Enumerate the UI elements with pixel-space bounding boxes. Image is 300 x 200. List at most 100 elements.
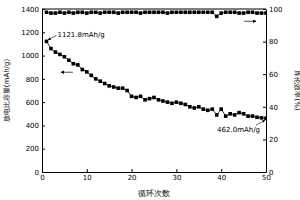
marker <box>63 11 67 15</box>
y-axis-title: 放电比容量(mAh/g) <box>3 59 11 123</box>
tick-label: 60 <box>269 71 278 79</box>
marker <box>85 70 89 74</box>
tick: 0 <box>263 169 273 177</box>
marker <box>98 79 102 83</box>
marker <box>228 112 232 116</box>
tick: 40 <box>217 169 226 182</box>
marker <box>72 62 76 66</box>
marker <box>148 97 152 101</box>
annotation-arrow <box>48 35 57 40</box>
series-area <box>45 10 266 120</box>
tick: 20 <box>128 169 137 182</box>
marker <box>81 68 85 72</box>
marker <box>206 10 210 14</box>
marker <box>54 50 58 54</box>
marker <box>157 98 161 102</box>
marker <box>45 40 49 44</box>
tick-mark <box>42 79 45 80</box>
marker <box>210 107 214 111</box>
tick-label: 400 <box>26 122 39 130</box>
marker <box>166 100 170 104</box>
marker <box>197 10 201 14</box>
marker <box>45 10 49 14</box>
marker <box>260 116 264 120</box>
annotation: 462.0mAh/g <box>217 126 260 134</box>
marker <box>125 89 129 93</box>
tick: 1000 <box>21 52 45 60</box>
marker <box>72 11 76 15</box>
tick: 0 <box>35 169 45 177</box>
marker <box>219 11 223 15</box>
marker <box>49 11 53 15</box>
marker <box>112 85 116 89</box>
marker <box>246 10 250 14</box>
marker <box>242 112 246 116</box>
tick-label: 0 <box>269 169 273 177</box>
marker <box>264 11 266 15</box>
marker <box>157 10 161 14</box>
tick-label: 600 <box>26 99 39 107</box>
tick-mark <box>42 125 45 126</box>
marker <box>224 10 228 14</box>
tick-mark <box>42 172 45 173</box>
tick: 60 <box>263 71 278 79</box>
marker <box>103 82 107 86</box>
tick-label: 30 <box>172 174 181 182</box>
tick-label: 20 <box>128 174 137 182</box>
marker <box>139 95 143 99</box>
marker <box>170 10 174 14</box>
tick: 600 <box>26 99 45 107</box>
tick: 80 <box>263 38 278 46</box>
marker <box>54 11 58 15</box>
tick: 40 <box>263 104 278 112</box>
frame-top <box>42 9 266 10</box>
tick: 800 <box>26 76 45 84</box>
marker <box>143 10 147 14</box>
marker <box>228 10 232 14</box>
marker <box>161 99 165 103</box>
marker <box>184 10 188 14</box>
tick-mark <box>263 42 266 43</box>
marker <box>85 11 89 15</box>
marker <box>94 77 98 81</box>
plot: 0102030405002004006008001000120014000204… <box>21 6 282 182</box>
marker <box>193 10 197 14</box>
marker <box>175 10 179 14</box>
marker <box>49 47 53 51</box>
tick-mark <box>263 74 266 75</box>
tick-label: 80 <box>269 38 278 46</box>
marker <box>58 10 62 14</box>
marker <box>107 84 111 88</box>
tick: 20 <box>263 136 278 144</box>
tick: 10 <box>83 169 92 182</box>
marker <box>112 10 116 14</box>
y2-axis: 020406080100 <box>263 6 282 177</box>
marker <box>188 10 192 14</box>
axis-line <box>42 10 43 173</box>
tick-mark <box>42 56 45 57</box>
tick-mark <box>87 169 88 172</box>
marker <box>184 103 188 107</box>
marker <box>179 10 183 14</box>
annotation: 1121.8mAh/g <box>57 31 104 39</box>
axis-indicator <box>61 72 73 73</box>
marker <box>94 10 98 14</box>
marker <box>224 114 228 118</box>
tick-label: 1000 <box>21 52 39 60</box>
marker <box>233 10 237 14</box>
tick-mark <box>263 139 266 140</box>
marker <box>237 111 241 115</box>
marker <box>246 114 250 118</box>
tick-label: 1400 <box>21 6 39 14</box>
tick-mark <box>263 172 266 173</box>
marker <box>139 11 143 15</box>
chart: 0102030405002004006008001000120014000204… <box>0 0 300 200</box>
marker <box>76 10 80 14</box>
marker <box>201 107 205 111</box>
x-axis-title: 循环次数 <box>138 189 170 198</box>
tick-label: 800 <box>26 76 39 84</box>
marker <box>63 55 67 59</box>
tick-mark <box>42 102 45 103</box>
marker <box>251 10 255 14</box>
marker <box>206 108 210 112</box>
